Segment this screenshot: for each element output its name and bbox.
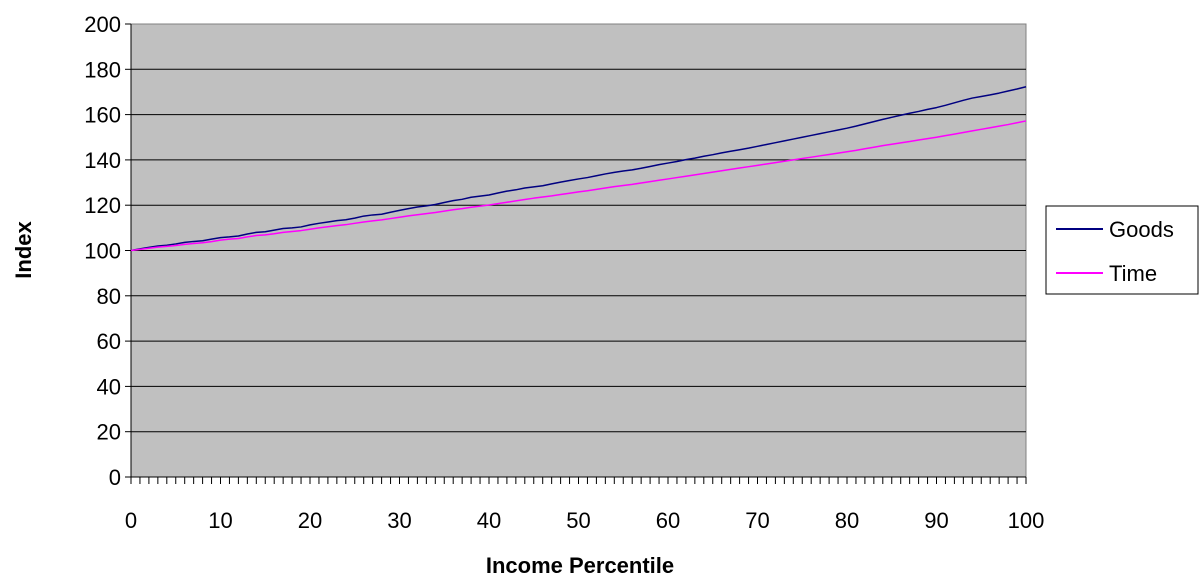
x-tick-label: 80 (835, 508, 859, 533)
x-axis: 0 10 20 30 40 50 60 70 80 90 100 (125, 476, 1045, 533)
y-tick-label: 20 (97, 420, 121, 445)
x-tick-label: 40 (477, 508, 501, 533)
x-axis-title: Income Percentile (486, 553, 674, 578)
x-tick-label: 30 (387, 508, 411, 533)
gridlines (131, 68, 1026, 433)
y-tick-label: 120 (84, 193, 121, 218)
y-tick-label: 60 (97, 329, 121, 354)
y-tick-label: 140 (84, 148, 121, 173)
y-tick-label: 0 (109, 465, 121, 490)
x-tick-label: 100 (1008, 508, 1045, 533)
y-tick-label: 40 (97, 374, 121, 399)
y-tick-label: 180 (84, 57, 121, 82)
series-layer (130, 86, 1027, 252)
series-line-time (130, 120, 1027, 252)
legend: Goods Time (1045, 205, 1199, 295)
y-tick-label: 100 (84, 239, 121, 264)
legend-label-time: Time (1109, 261, 1157, 286)
x-tick-label: 0 (125, 508, 137, 533)
legend-box (1045, 205, 1199, 295)
y-axis: 0 20 40 60 80 100 120 140 160 180 200 (84, 12, 132, 490)
x-tick-label: 10 (208, 508, 232, 533)
x-tick-label: 20 (298, 508, 322, 533)
y-tick-label: 200 (84, 12, 121, 37)
series-line-goods (130, 86, 1027, 252)
legend-label-goods: Goods (1109, 217, 1174, 242)
y-axis-title: Index (11, 221, 36, 279)
x-tick-label: 70 (745, 508, 769, 533)
x-tick-label: 60 (656, 508, 680, 533)
x-tick-label: 50 (566, 508, 590, 533)
y-tick-label: 160 (84, 103, 121, 128)
y-tick-label: 80 (97, 284, 121, 309)
x-tick-label: 90 (924, 508, 948, 533)
